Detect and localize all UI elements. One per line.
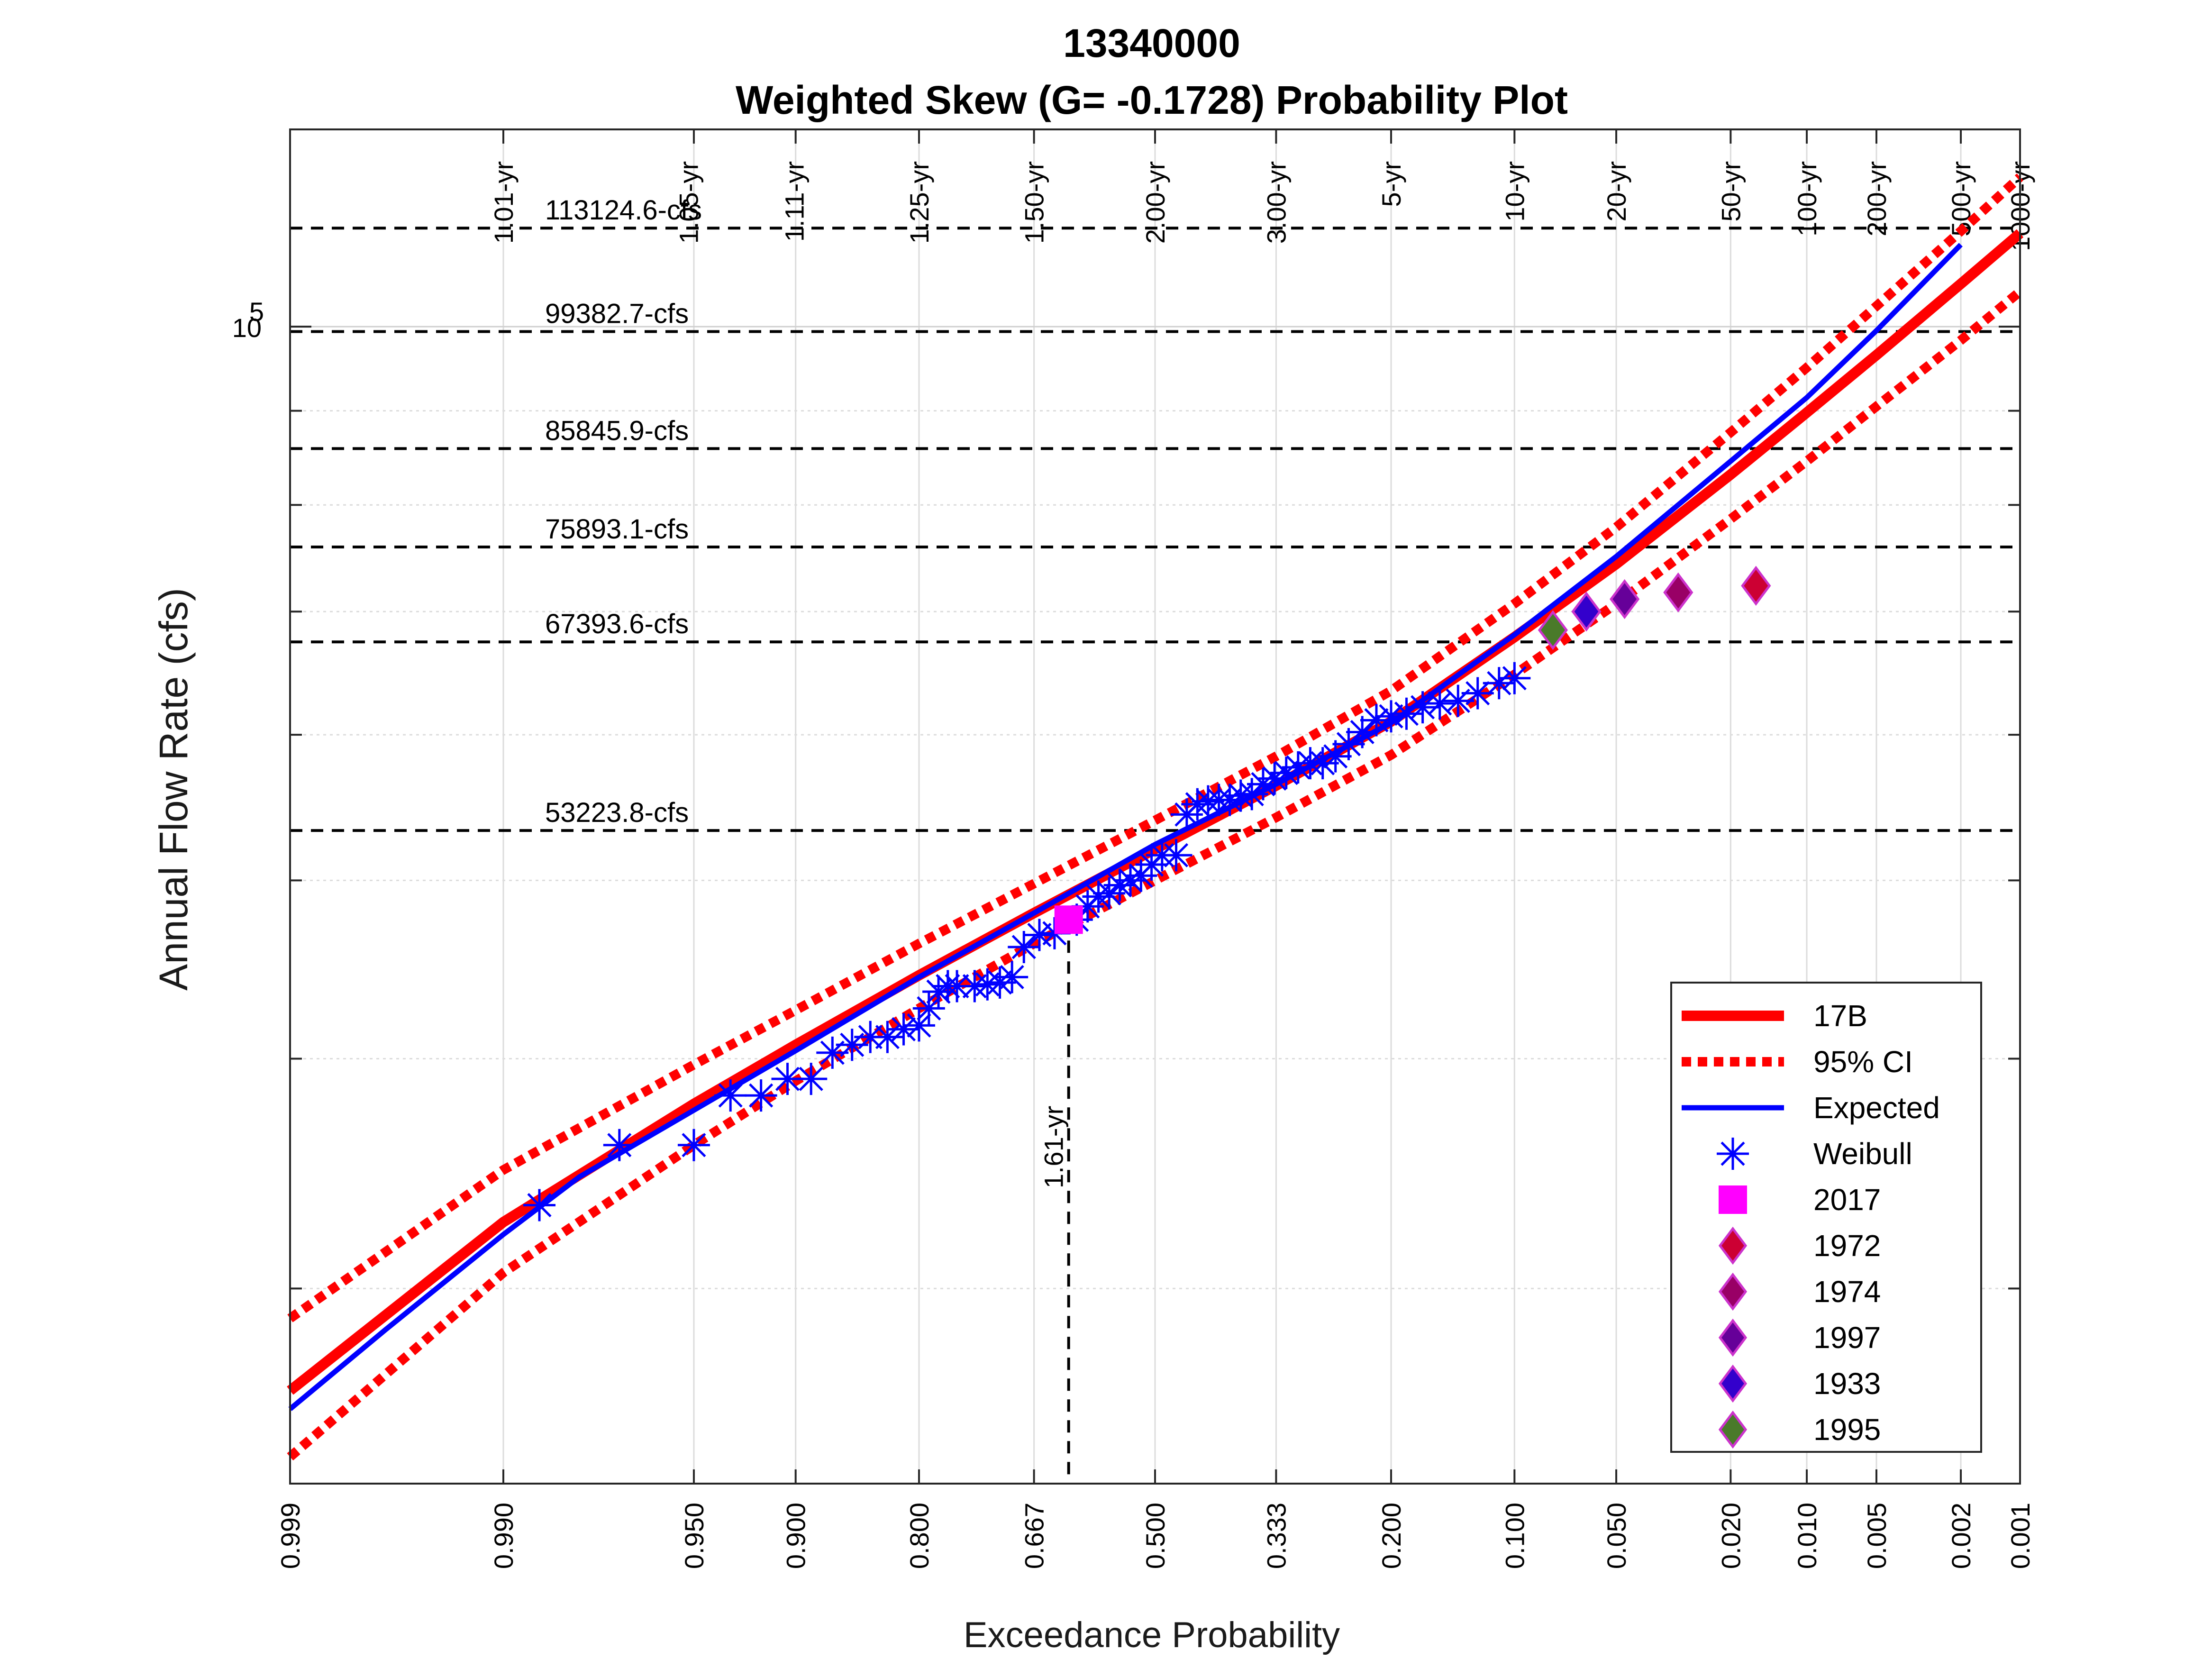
legend-label: 1933 [1813, 1367, 1881, 1401]
legend-swatch-2017 [1719, 1185, 1747, 1214]
weibull-point [912, 992, 945, 1025]
legend-label: 1974 [1813, 1275, 1881, 1309]
series-ci-lower-line [287, 288, 2023, 1461]
peak-1997-marker [1610, 579, 1640, 620]
weibull-point [902, 1009, 935, 1042]
return-period-label: 5-yr [1376, 161, 1406, 207]
flow-threshold-label: 85845.9-cfs [545, 415, 689, 446]
peak-1995-marker [1538, 610, 1568, 650]
x-tick-label: 0.990 [489, 1503, 519, 1569]
weibull-point [745, 1079, 777, 1112]
legend-swatch-1997 [1718, 1318, 1748, 1357]
legend-label: 2017 [1813, 1183, 1881, 1217]
legend-label: 95% CI [1813, 1045, 1913, 1079]
return-period-label: 1.25-yr [904, 161, 934, 244]
legend-label: Weibull [1813, 1137, 1912, 1171]
data-points [523, 565, 1771, 1221]
x-tick-label: 0.999 [275, 1503, 305, 1569]
legend-label: 1972 [1813, 1229, 1881, 1263]
flow-threshold-label: 113124.6-cfs [545, 195, 702, 226]
weibull-point [603, 1129, 636, 1161]
weibull-point [714, 1079, 747, 1112]
weibull-point [1008, 930, 1040, 963]
x-tick-label: 0.050 [1602, 1503, 1631, 1569]
flow-threshold-label: 99382.7-cfs [545, 299, 689, 329]
x-tick-label: 0.100 [1500, 1503, 1529, 1569]
legend-label: 17B [1813, 999, 1867, 1033]
y-axis-label: Annual Flow Rate (cfs) [151, 588, 196, 991]
peak-1974-marker [1663, 572, 1693, 612]
x-tick-label: 0.800 [904, 1503, 934, 1569]
weibull-point [1390, 697, 1423, 730]
legend-label: Expected [1813, 1091, 1940, 1125]
x-tick-label: 0.667 [1020, 1503, 1049, 1569]
return-period-label: 500-yr [1946, 161, 1976, 237]
return-period-label: 1.50-yr [1020, 161, 1049, 244]
x-axis-label: Exceedance Probability [964, 1615, 1340, 1655]
weibull-point [1160, 839, 1192, 872]
flow-threshold-lines: 113124.6-cfs 99382.7-cfs 85845.9-cfs 75893.… [290, 195, 2020, 832]
series-expected-line [288, 243, 1963, 1411]
legend-swatch-1974 [1718, 1272, 1748, 1311]
peak-1933-marker [1571, 592, 1602, 632]
peak-1972-marker [1741, 565, 1771, 606]
weibull-point [771, 1063, 804, 1095]
legend-label: 1995 [1813, 1413, 1881, 1447]
x-tick-label: 0.333 [1261, 1503, 1291, 1569]
return-period-label: 2.00-yr [1140, 161, 1170, 244]
x-tick-label: 0.200 [1376, 1503, 1406, 1569]
return-period-label: 1.01-yr [489, 161, 519, 244]
weibull-point [1375, 700, 1408, 733]
peak-2017-marker [1054, 905, 1083, 934]
vertical-marker: 1.61-yr [1039, 920, 1070, 1484]
return-period-label: 50-yr [1716, 161, 1746, 222]
x-tick-label: 0.005 [1862, 1503, 1892, 1569]
chart-title-line2: Weighted Skew (G= -0.1728) Probability P… [736, 78, 1568, 122]
series-ci-upper-line [287, 173, 2023, 1322]
return-period-label: 100-yr [1792, 161, 1822, 237]
return-period-label: 10-yr [1500, 161, 1529, 222]
legend-swatch-1972 [1718, 1226, 1748, 1265]
x-tick-label: 0.900 [781, 1503, 811, 1569]
flow-threshold-label: 67393.6-cfs [545, 609, 689, 639]
return-period-label: 20-yr [1602, 161, 1631, 222]
flow-threshold-label: 53223.8-cfs [545, 797, 689, 828]
weibull-point [996, 961, 1029, 994]
weibull-point [677, 1129, 710, 1161]
legend-swatch-1995 [1718, 1410, 1748, 1449]
return-period-label: 1.11-yr [779, 161, 809, 242]
x-tick-label: 0.002 [1946, 1503, 1976, 1569]
legend-swatch-1933 [1718, 1364, 1748, 1403]
weibull-point [1346, 716, 1379, 748]
y-axis-ticks: 105 [232, 297, 2020, 1290]
weibull-point [795, 1063, 828, 1095]
x-axis-ticks: 0.999 0.990 0.950 0.900 0.800 0.667 0.500 0.333… [275, 129, 2035, 1569]
legend-label: 1997 [1813, 1321, 1881, 1355]
x-tick-label: 0.001 [2005, 1503, 2035, 1569]
weibull-point [1498, 662, 1531, 694]
flow-threshold-label: 75893.1-cfs [545, 514, 689, 545]
chart-title-line1: 13340000 [1063, 21, 1240, 65]
x-tick-label: 0.500 [1140, 1503, 1170, 1569]
weibull-point [1406, 691, 1439, 724]
x-tick-label: 0.950 [679, 1503, 709, 1569]
x-tick-label: 0.010 [1792, 1503, 1822, 1569]
x-tick-label: 0.020 [1716, 1503, 1746, 1569]
y-tick-label-exponent: 5 [249, 297, 264, 327]
return-period-label: 3.00-yr [1261, 161, 1291, 244]
y-tick-label-base: 10 [232, 313, 262, 343]
return-period-label: 200-yr [1862, 161, 1892, 237]
weibull-point [523, 1189, 556, 1221]
weibull-point [983, 966, 1016, 999]
legend: 17B 95% CI Expected Weibull 2017 1972 1974 1997… [1670, 982, 1982, 1453]
legend-swatch-weibull [1717, 1138, 1749, 1170]
return-period-label: 1.05-yr [674, 161, 703, 244]
vertical-marker-label: 1.61-yr [1039, 1106, 1069, 1188]
